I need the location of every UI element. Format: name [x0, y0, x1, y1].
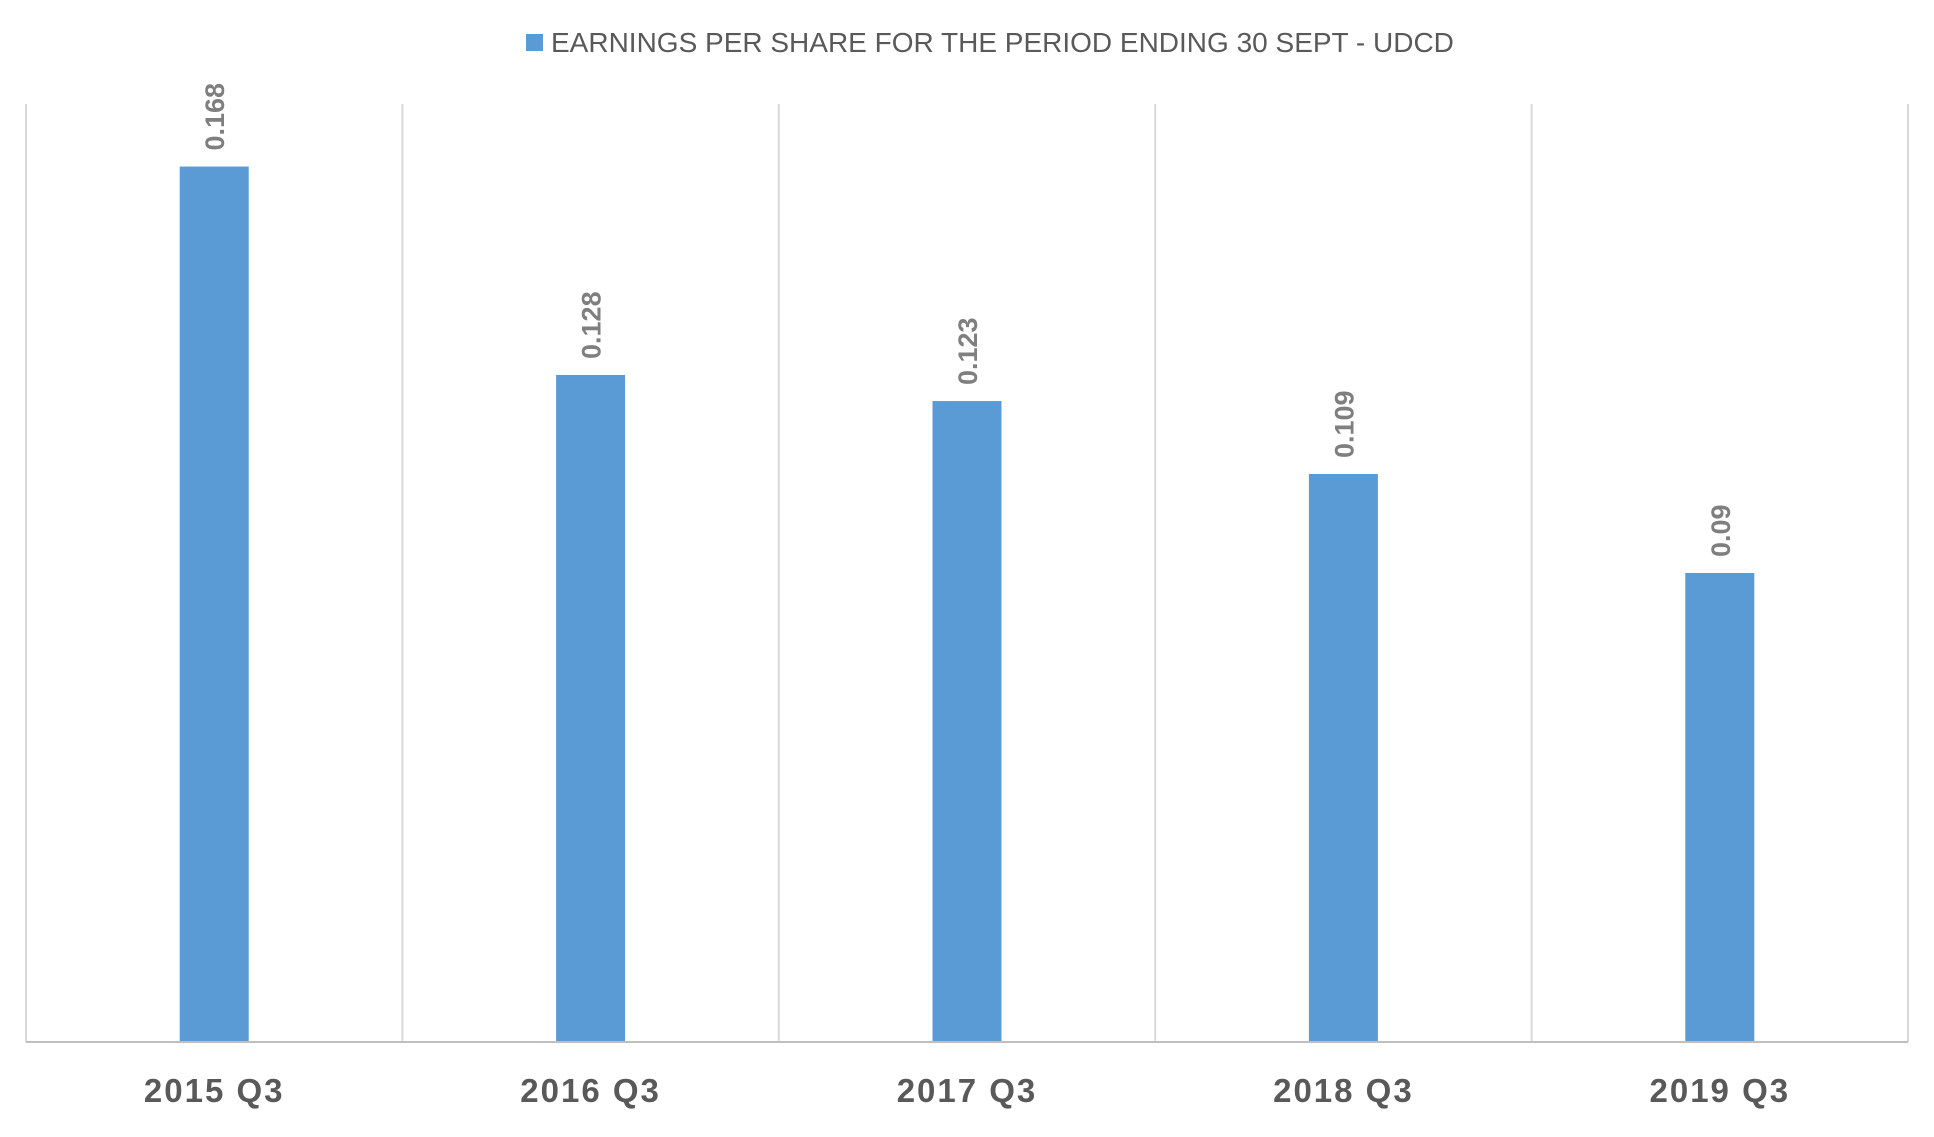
- bar: [179, 166, 249, 1043]
- data-label: 0.123: [953, 317, 983, 385]
- category-label: 2018 Q3: [1273, 1072, 1414, 1109]
- legend-label: EARNINGS PER SHARE FOR THE PERIOD ENDING…: [551, 27, 1454, 58]
- legend-swatch: [526, 34, 543, 51]
- legend: EARNINGS PER SHARE FOR THE PERIOD ENDING…: [526, 27, 1454, 58]
- data-label: 0.128: [577, 291, 607, 359]
- category-label: 2015 Q3: [144, 1072, 285, 1109]
- category-label: 2019 Q3: [1649, 1072, 1790, 1109]
- bar: [932, 401, 1002, 1042]
- bars: [179, 166, 1755, 1043]
- data-label: 0.168: [200, 83, 230, 151]
- category-label: 2016 Q3: [520, 1072, 661, 1109]
- x-axis: 2015 Q3 2016 Q3 2017 Q3 2018 Q3 2019 Q3: [26, 1041, 1908, 1109]
- bar: [556, 374, 626, 1042]
- category-label: 2017 Q3: [897, 1072, 1038, 1109]
- data-label: 0.109: [1329, 390, 1359, 458]
- data-labels: 0.168 0.128 0.123 0.109 0.09: [200, 83, 1736, 557]
- bar: [1308, 473, 1378, 1042]
- data-label: 0.09: [1706, 504, 1736, 557]
- gridlines: [25, 104, 1909, 1042]
- bar: [1685, 573, 1755, 1042]
